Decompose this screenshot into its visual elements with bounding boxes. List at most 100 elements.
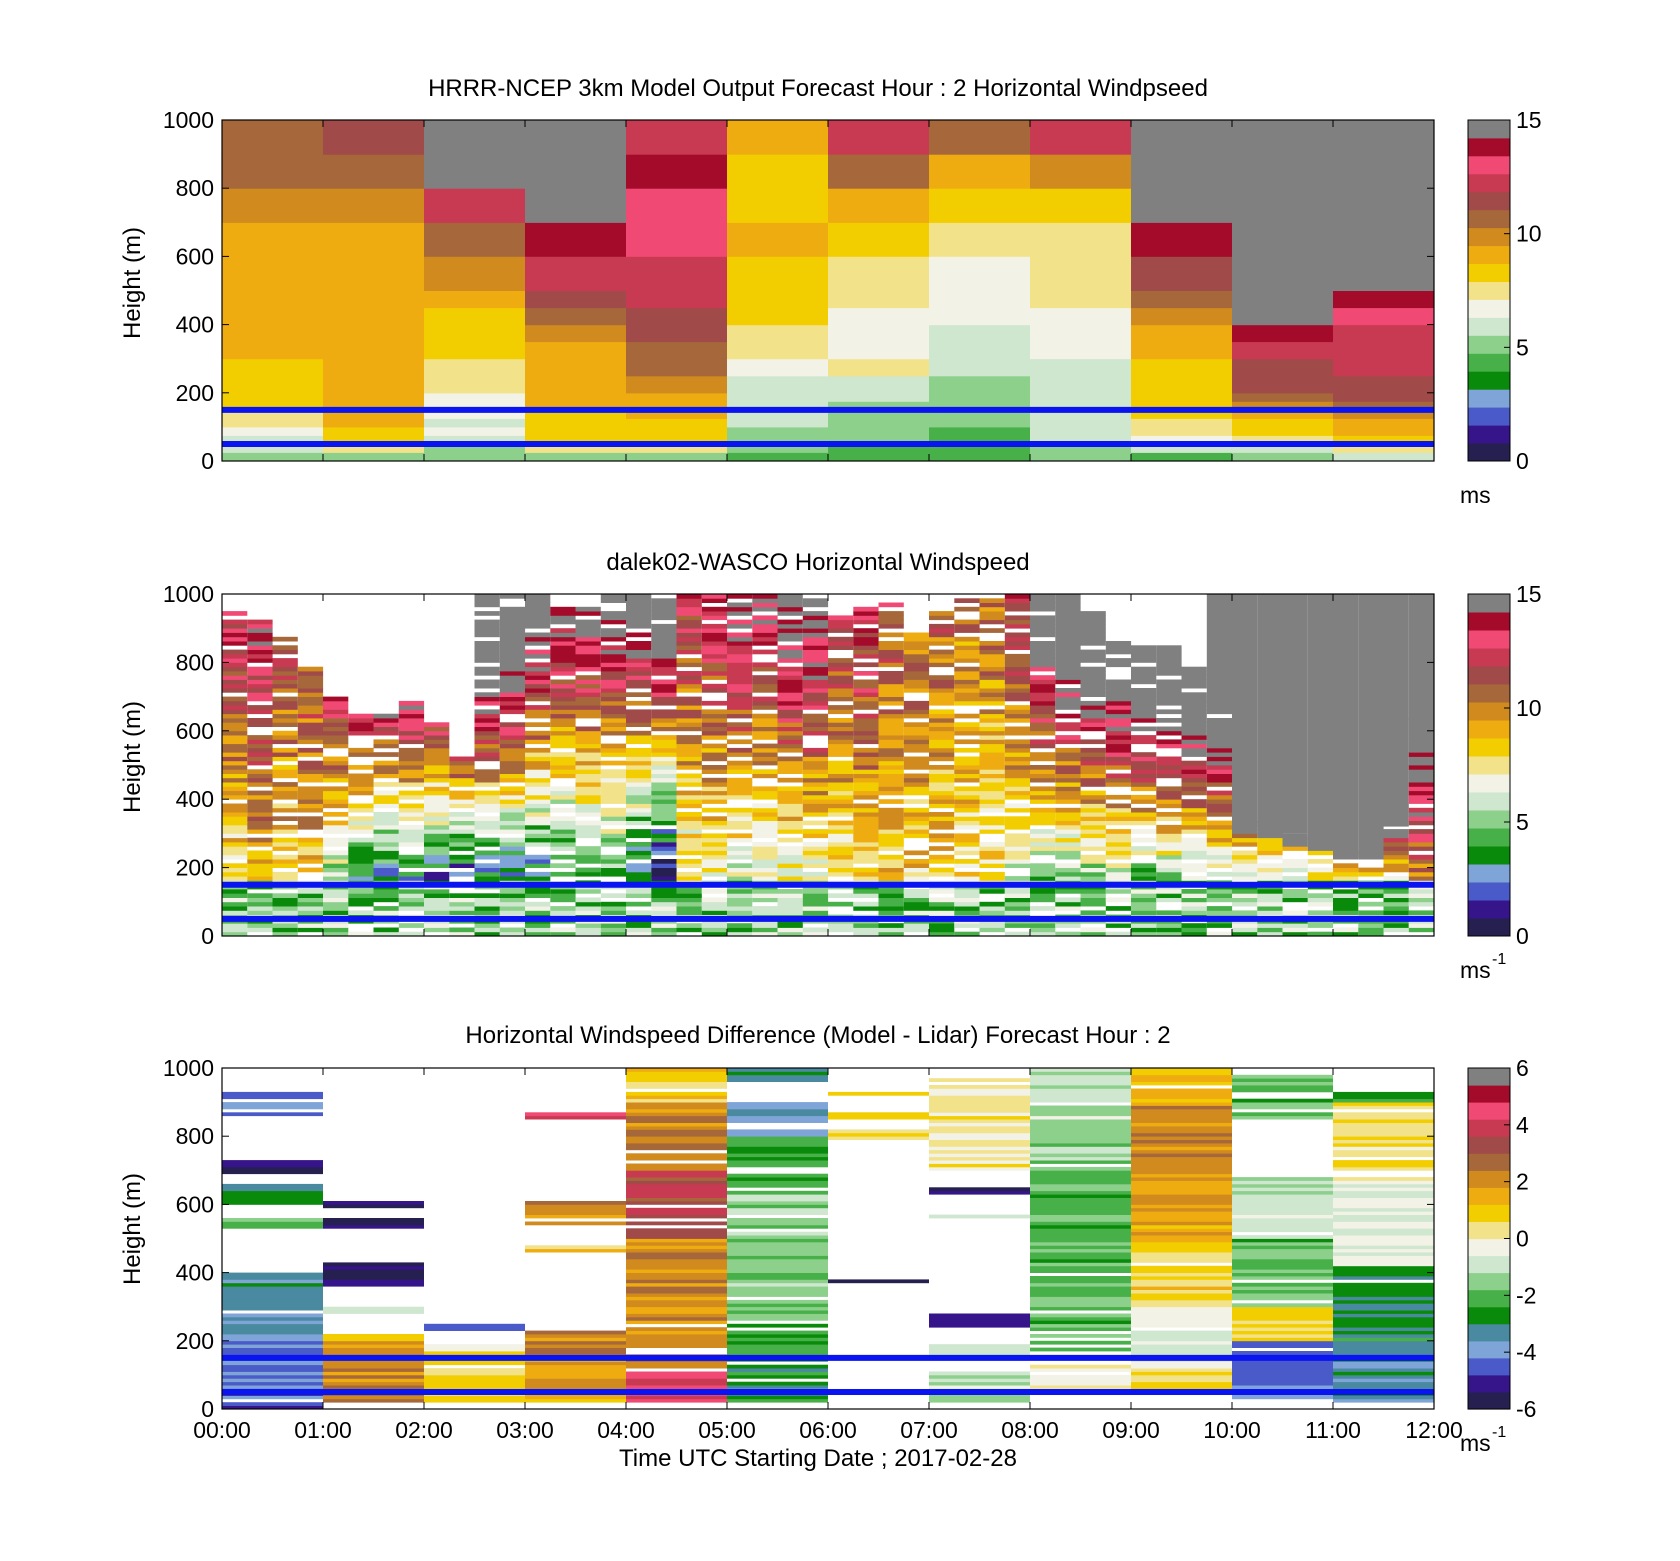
lidar-gate bbox=[1156, 863, 1182, 868]
lidar-gate bbox=[550, 931, 576, 937]
lidar-gate bbox=[1232, 871, 1258, 877]
lidar-gate bbox=[752, 931, 778, 937]
difference-cell bbox=[929, 1313, 1030, 1318]
difference-cell bbox=[1333, 1327, 1434, 1331]
model-cell bbox=[828, 239, 929, 257]
lidar-gate bbox=[903, 807, 930, 813]
lidar-gate bbox=[474, 700, 500, 706]
lidar-gate bbox=[1055, 799, 1081, 804]
lidar-gate bbox=[348, 820, 374, 826]
lidar-gate bbox=[701, 615, 728, 621]
model-cell bbox=[828, 418, 929, 428]
model-cell bbox=[222, 137, 323, 155]
model-cell bbox=[424, 324, 525, 343]
lidar-gate bbox=[853, 854, 879, 860]
lidar-gate bbox=[1181, 675, 1207, 680]
lidar-gate bbox=[802, 752, 829, 757]
lidar-gate bbox=[701, 658, 728, 663]
lidar-gate bbox=[752, 897, 778, 903]
lidar-gate bbox=[727, 897, 753, 903]
lidar-gate bbox=[1408, 829, 1435, 834]
difference-cell bbox=[323, 1361, 424, 1366]
lidar-gate bbox=[424, 820, 450, 826]
lidar-gate bbox=[1408, 790, 1435, 796]
lidar-gate bbox=[1257, 889, 1283, 894]
difference-cell bbox=[222, 1347, 323, 1352]
lidar-gate bbox=[727, 901, 753, 907]
lidar-gate bbox=[525, 876, 551, 881]
lidar-gate bbox=[954, 747, 980, 753]
lidar-gate bbox=[550, 824, 576, 830]
difference-cell bbox=[828, 1136, 929, 1140]
lidar-gate bbox=[348, 829, 374, 834]
lidar-gate bbox=[222, 846, 248, 851]
lidar-gate bbox=[752, 760, 778, 766]
lidar-gate bbox=[701, 722, 728, 727]
lidar-gate bbox=[727, 752, 753, 757]
difference-cell bbox=[626, 1108, 727, 1113]
lidar-gate bbox=[424, 735, 450, 740]
model-cell bbox=[424, 392, 525, 402]
difference-cell bbox=[727, 1347, 828, 1352]
model-cell bbox=[323, 290, 424, 309]
difference-cell bbox=[727, 1115, 828, 1120]
model-cell bbox=[1030, 256, 1131, 274]
difference-cell bbox=[626, 1235, 727, 1239]
lidar-gate bbox=[626, 641, 652, 646]
difference-cell bbox=[626, 1177, 727, 1181]
difference-cell bbox=[727, 1143, 828, 1147]
lidar-gate bbox=[272, 649, 298, 655]
lidar-gate bbox=[676, 662, 702, 668]
difference-cell bbox=[1131, 1293, 1232, 1297]
lidar-gate bbox=[903, 786, 930, 792]
lidar-gate bbox=[1055, 790, 1081, 796]
difference-cell bbox=[1131, 1252, 1232, 1256]
difference-cell bbox=[929, 1156, 1030, 1161]
lidar-gate bbox=[600, 675, 627, 680]
difference-cell bbox=[1333, 1334, 1434, 1338]
lidar-gate bbox=[1206, 790, 1233, 796]
model-cell bbox=[828, 341, 929, 360]
lidar-gate bbox=[1156, 803, 1182, 809]
difference-cell bbox=[1131, 1149, 1232, 1154]
lidar-gate bbox=[550, 739, 576, 745]
lidar-gate bbox=[550, 619, 576, 625]
lidar-gate bbox=[701, 842, 728, 847]
lidar-gate bbox=[525, 666, 551, 672]
y-tick-label: 200 bbox=[176, 1328, 214, 1354]
lidar-gate bbox=[853, 842, 879, 847]
lidar-gate bbox=[878, 730, 904, 736]
lidar-gate bbox=[1131, 709, 1157, 715]
lidar-gate bbox=[247, 799, 273, 804]
lidar-gate bbox=[1232, 829, 1258, 834]
lidar-gate bbox=[499, 786, 526, 792]
lidar-gate bbox=[878, 824, 904, 830]
lidar-gate bbox=[575, 675, 601, 680]
lidar-gate bbox=[1408, 833, 1435, 839]
lidar-gate bbox=[272, 893, 298, 898]
difference-cell bbox=[1232, 1262, 1333, 1267]
difference-cell bbox=[1333, 1351, 1434, 1355]
lidar-gate bbox=[878, 632, 904, 638]
model-cell bbox=[828, 188, 929, 206]
lidar-gate bbox=[1080, 871, 1106, 877]
lidar-gate bbox=[828, 871, 854, 877]
model-cell bbox=[1232, 188, 1333, 206]
lidar-gate bbox=[525, 653, 551, 659]
lidar-gate bbox=[398, 700, 425, 706]
lidar-gate bbox=[247, 636, 273, 642]
lidar-gate bbox=[752, 846, 778, 851]
y-tick-label: 800 bbox=[176, 175, 214, 201]
lidar-gate bbox=[1206, 842, 1233, 847]
lidar-gate bbox=[1181, 718, 1207, 723]
lidar-gate bbox=[323, 871, 349, 877]
lidar-gate bbox=[247, 927, 273, 933]
lidar-gate bbox=[903, 743, 930, 749]
model-cell bbox=[828, 273, 929, 291]
difference-cell bbox=[424, 1368, 525, 1372]
lidar-gate bbox=[474, 876, 500, 881]
lidar-gate bbox=[878, 718, 904, 723]
lidar-gate bbox=[499, 816, 526, 821]
lidar-gate bbox=[727, 854, 753, 860]
